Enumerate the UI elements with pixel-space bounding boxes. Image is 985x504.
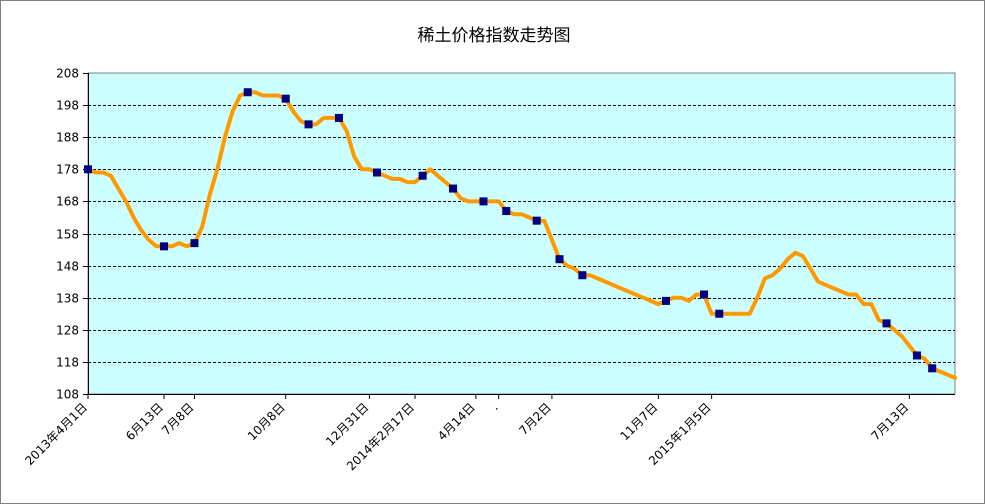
x-tick-label: 12月31日 [323, 400, 371, 448]
y-tick-label: 148 [56, 260, 79, 274]
data-point [160, 242, 169, 251]
x-tick-label: 7月13日 [868, 400, 911, 443]
data-point [928, 364, 937, 373]
series-group [84, 88, 957, 380]
data-point [418, 171, 427, 180]
data-point [449, 184, 458, 193]
data-point [281, 94, 290, 103]
data-point [479, 197, 488, 206]
y-tick-label: 188 [56, 131, 79, 145]
x-tick-label: 7月2日 [516, 400, 554, 438]
x-tick-label: 7月8日 [159, 400, 197, 438]
y-tick-label: 168 [56, 195, 79, 209]
y-tick-label: 118 [56, 356, 79, 370]
data-point [578, 271, 587, 280]
series-line [86, 90, 957, 380]
data-point [243, 88, 252, 97]
data-point [662, 296, 670, 305]
data-point [373, 168, 381, 177]
x-tick-label: 11月7日 [617, 400, 660, 443]
y-tick-label: 208 [56, 67, 79, 81]
data-point [84, 165, 92, 174]
data-point [532, 216, 541, 225]
y-tick-label: 128 [56, 324, 79, 338]
plot-area [87, 72, 956, 395]
data-point [882, 319, 891, 328]
x-tick-label: 10月8日 [245, 400, 288, 443]
x-tick-label: 4月14日 [435, 400, 478, 443]
data-point [190, 239, 199, 248]
data-point [502, 207, 511, 216]
chart-title: 稀土价格指数走势图 [418, 26, 571, 46]
data-point [700, 290, 709, 299]
data-point [555, 255, 564, 264]
y-axis: 108 118 128 138 148 158 168 178 188 198 208 [56, 67, 89, 402]
y-tick-label: 158 [56, 228, 79, 242]
y-tick-label: 108 [56, 388, 79, 402]
data-point [304, 120, 313, 129]
y-tick-label: 198 [56, 99, 79, 113]
x-tick-label: 2013年4月1日 [22, 400, 90, 468]
x-tick-label: . [488, 400, 501, 413]
y-tick-label: 138 [56, 292, 79, 306]
data-point [715, 309, 724, 318]
data-point [912, 351, 921, 360]
x-tick-label: 6月13日 [123, 400, 166, 443]
data-point [334, 113, 343, 122]
y-tick-label: 178 [56, 163, 79, 177]
